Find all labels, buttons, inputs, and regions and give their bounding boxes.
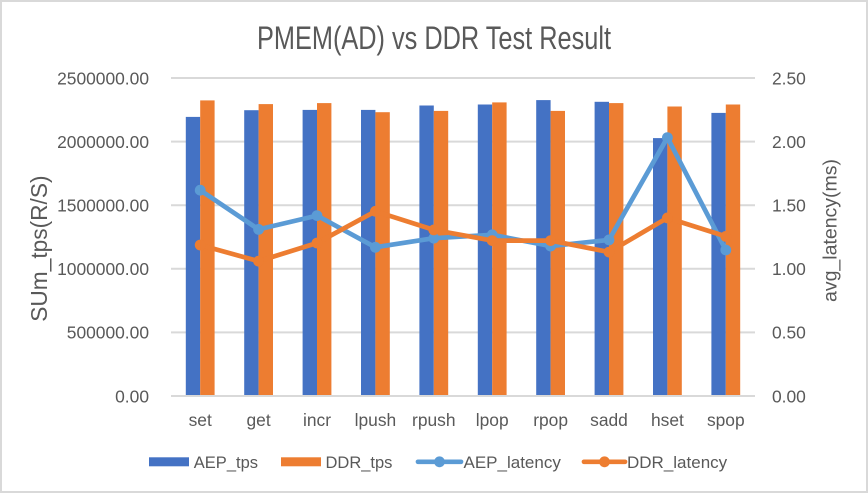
svg-text:sadd: sadd xyxy=(590,410,628,430)
svg-text:2500000.00: 2500000.00 xyxy=(57,68,149,88)
svg-text:AEP_tps: AEP_tps xyxy=(194,454,258,472)
svg-text:AEP_latency: AEP_latency xyxy=(464,453,562,472)
svg-text:DDR_latency: DDR_latency xyxy=(627,453,728,472)
svg-text:2.00: 2.00 xyxy=(772,132,806,152)
svg-text:1500000.00: 1500000.00 xyxy=(57,196,149,216)
svg-text:set: set xyxy=(189,410,212,430)
svg-text:spop: spop xyxy=(707,410,745,430)
svg-text:incr: incr xyxy=(303,410,331,430)
svg-text:lpush: lpush xyxy=(355,410,397,430)
svg-text:1.50: 1.50 xyxy=(772,196,806,216)
svg-text:0.00: 0.00 xyxy=(772,386,806,406)
svg-text:2000000.00: 2000000.00 xyxy=(57,132,149,152)
svg-text:lpop: lpop xyxy=(476,410,509,430)
svg-text:0.00: 0.00 xyxy=(115,386,149,406)
svg-text:rpush: rpush xyxy=(412,410,456,430)
svg-text:500000.00: 500000.00 xyxy=(67,323,149,343)
svg-text:0.50: 0.50 xyxy=(772,323,806,343)
svg-text:SUm_tps(R/S): SUm_tps(R/S) xyxy=(26,175,52,321)
svg-text:hset: hset xyxy=(651,410,684,430)
svg-text:avg_latency(ms): avg_latency(ms) xyxy=(820,159,842,302)
svg-text:1.00: 1.00 xyxy=(772,259,806,279)
svg-text:DDR_tps: DDR_tps xyxy=(326,454,393,472)
svg-text:get: get xyxy=(247,410,271,430)
svg-text:1000000.00: 1000000.00 xyxy=(57,259,149,279)
svg-text:rpop: rpop xyxy=(533,410,568,430)
svg-text:PMEM(AD) vs DDR Test Result: PMEM(AD) vs DDR Test Result xyxy=(257,20,611,56)
svg-text:2.50: 2.50 xyxy=(772,68,806,88)
